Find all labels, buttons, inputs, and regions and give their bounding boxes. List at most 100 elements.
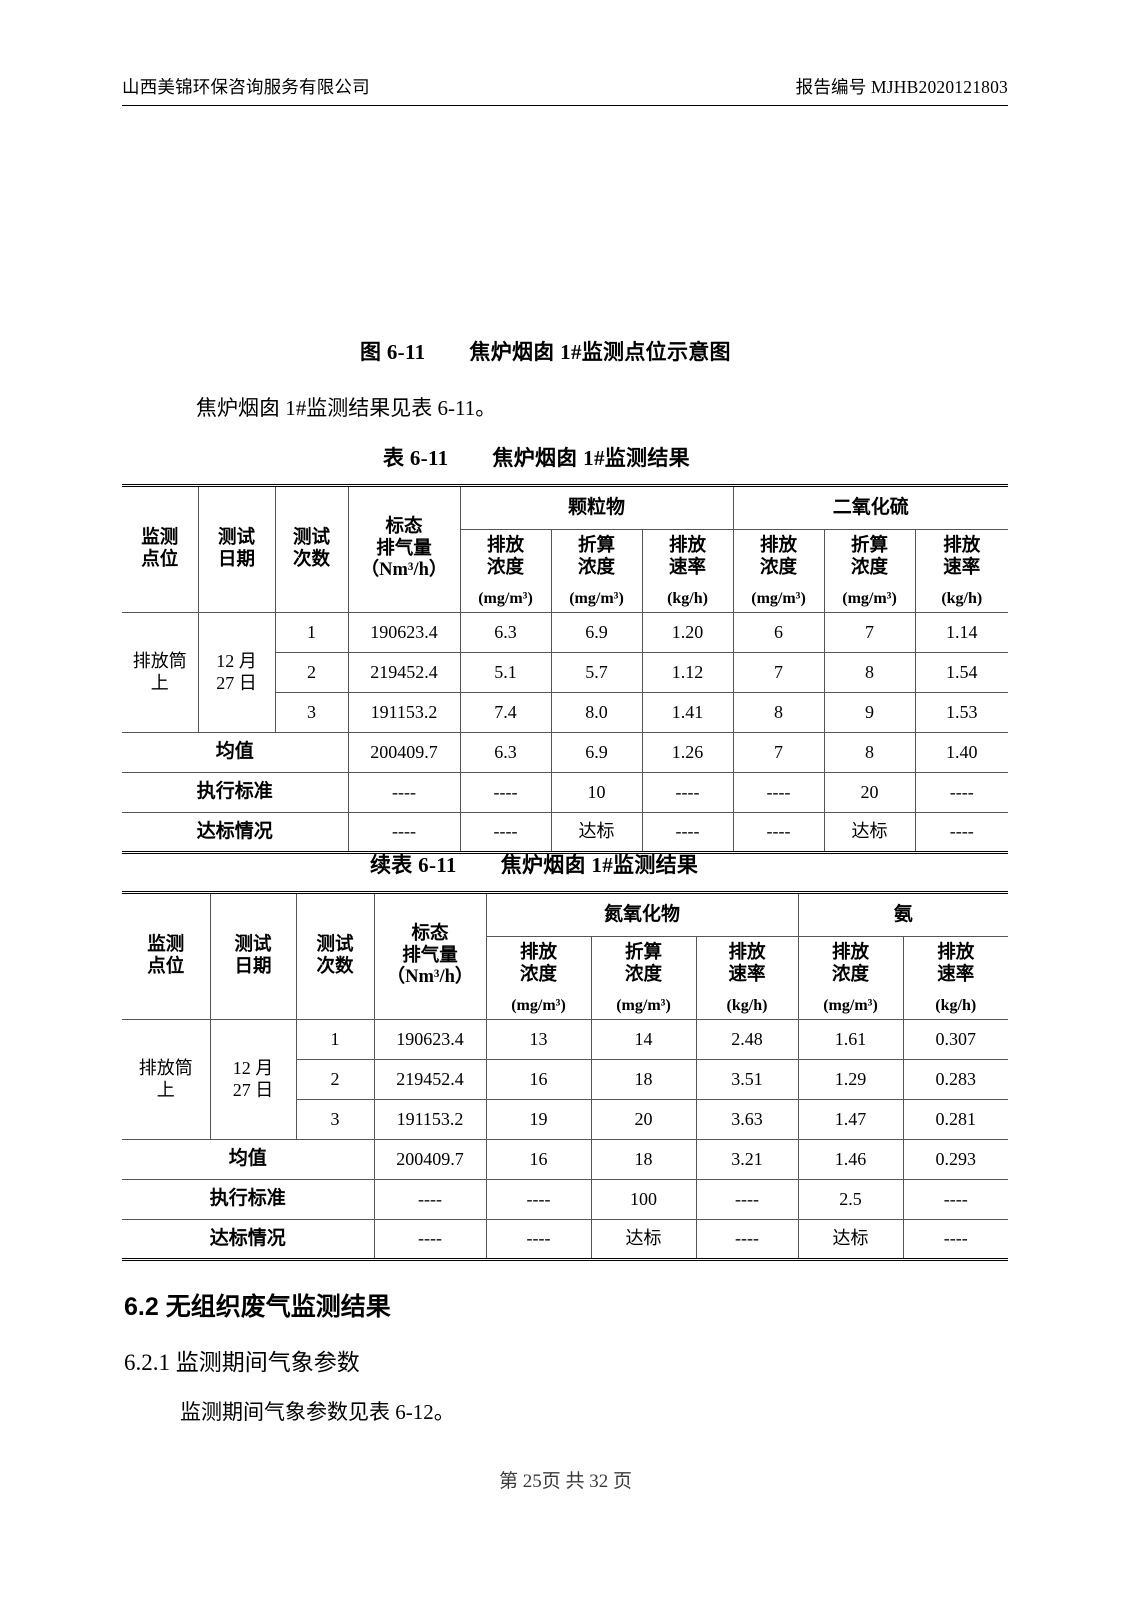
table2-std-a-conc: ---- — [485, 1179, 592, 1220]
table-row: 2 219452.4 5.1 5.7 1.12 7 8 1.54 — [122, 652, 1009, 693]
table2-cell-flow: 191153.2 — [373, 1099, 487, 1140]
table1-label-standard: 执行标准 — [122, 772, 349, 813]
table2-cell-a-rate: 3.63 — [695, 1099, 799, 1140]
table1-mean-a-conc: 6.3 — [459, 732, 552, 773]
table2-cell-run-no: 2 — [296, 1059, 375, 1100]
table1-cell-b-conc: 6 — [732, 612, 825, 653]
table2-cmp-flow: ---- — [373, 1219, 487, 1261]
table1-cell-a-conc: 5.1 — [459, 652, 552, 693]
table1-mean-a-conv: 6.9 — [550, 732, 643, 773]
table1-cell-b-conv: 7 — [823, 612, 916, 653]
header-divider — [122, 105, 1008, 106]
table1-th-group-particulate: 颗粒物 — [459, 484, 734, 530]
table2-cell-point: 排放筒 上 — [122, 1019, 211, 1140]
header-company-name: 山西美锦环保咨询服务有限公司 — [122, 77, 370, 97]
table1-mean-flow: 200409.7 — [347, 732, 461, 773]
table-jiaolu-chimney-results-1: 监测 点位 测试 日期 测试 次数 标态 排气量 （Nm³/h） 颗粒物 二氧化… — [122, 484, 1009, 854]
table1-th-a-emission-rate: 排放 速率 — [641, 529, 734, 586]
table1-th-b-converted-conc-unit: (mg/m³) — [823, 586, 916, 613]
table2-cell-a-rate: 3.51 — [695, 1059, 799, 1100]
table2-cell-run-no: 1 — [295, 1019, 375, 1060]
intro-paragraph: 焦炉烟囱 1#监测结果见表 6-11。 — [196, 396, 497, 420]
table2-cell-b-rate: 0.283 — [902, 1059, 1009, 1100]
table2-th-b-emission-conc-unit: (mg/m³) — [797, 993, 904, 1020]
table2-cell-a-rate: 2.48 — [695, 1019, 799, 1060]
table1-std-b-rate: ---- — [914, 772, 1009, 813]
table2-std-a-conv: 100 — [590, 1179, 697, 1220]
table1-th-times: 测试 次数 — [274, 484, 349, 613]
table1-th-b-converted-conc: 折算 浓度 — [823, 529, 916, 586]
table2-cell-b-rate: 0.307 — [902, 1019, 1009, 1060]
table2-th-a-converted-conc-unit: (mg/m³) — [590, 993, 697, 1020]
table2-mean-a-conv: 18 — [590, 1139, 697, 1180]
table-row: 排放筒 上 12 月 27 日 1 190623.4 13 14 2.48 1.… — [122, 1019, 1009, 1140]
table2-caption: 续表 6-11 焦炉烟囱 1#监测结果 — [370, 849, 698, 879]
table1-mean-a-rate: 1.26 — [641, 732, 734, 773]
table1-th-date: 测试 日期 — [197, 484, 276, 613]
table2-cell-flow: 190623.4 — [373, 1019, 487, 1060]
table2-th-a-emission-rate-unit: (kg/h) — [695, 993, 799, 1020]
table1-header-row-1: 监测 点位 测试 日期 测试 次数 标态 排气量 （Nm³/h） 颗粒物 二氧化… — [122, 484, 1009, 613]
table1-th-a-converted-conc-unit: (mg/m³) — [550, 586, 643, 613]
table2-cell-a-conc: 19 — [485, 1099, 592, 1140]
table1-mean-b-conv: 8 — [823, 732, 916, 773]
table-jiaolu-chimney-results-2: 监测 点位 测试 日期 测试 次数 标态 排气量 （Nm³/h） 氮氧化物 氨 — [122, 891, 1009, 1261]
table2-cell-b-conc: 1.47 — [797, 1099, 904, 1140]
table1-cell-run-no: 1 — [274, 612, 349, 653]
section-heading-6-2-1: 6.2.1 监测期间气象参数 — [124, 1350, 360, 1375]
table1-th-b-emission-rate: 排放 速率 — [914, 529, 1009, 586]
table1-label-compliance: 达标情况 — [122, 812, 349, 854]
figure-caption-label: 图 6-11 — [360, 340, 426, 364]
table2-label-standard: 执行标准 — [122, 1179, 375, 1220]
table2-cmp-b-conc: 达标 — [797, 1219, 904, 1261]
table1-cell-b-rate: 1.53 — [914, 692, 1009, 733]
table2-cmp-a-conc: ---- — [485, 1219, 592, 1261]
table2-cell-a-conv: 20 — [590, 1099, 697, 1140]
table2-th-a-emission-conc: 排放 浓度 — [486, 936, 592, 993]
table2-standard-row: 执行标准 ---- ---- 100 ---- 2.5 ---- — [122, 1179, 1009, 1220]
table1-cell-point: 排放筒 上 — [122, 612, 199, 733]
table1-cell-b-conc: 7 — [732, 652, 825, 693]
page-number-footer: 第 25页 共 32 页 — [498, 1471, 632, 1492]
table1-compliance-row: 达标情况 ---- ---- 达标 ---- ---- 达标 ---- — [122, 812, 1009, 854]
figure-caption-title: 焦炉烟囱 1#监测点位示意图 — [469, 340, 731, 364]
table2-th-b-emission-rate: 排放 速率 — [902, 936, 1009, 993]
figure-caption: 图 6-11 焦炉烟囱 1#监测点位示意图 — [360, 336, 731, 366]
table1-std-a-conv: 10 — [550, 772, 643, 813]
table1-cell-a-conv: 5.7 — [550, 652, 643, 693]
section-heading-6-2: 6.2 无组织废气监测结果 — [124, 1293, 391, 1321]
table2-cmp-b-rate: ---- — [902, 1219, 1009, 1261]
table2-cell-flow: 219452.4 — [373, 1059, 487, 1100]
table1-caption-title: 焦炉烟囱 1#监测结果 — [492, 446, 690, 470]
table1-th-point: 监测 点位 — [122, 484, 199, 613]
table1-cmp-flow: ---- — [347, 812, 461, 854]
table2-th-a-emission-conc-unit: (mg/m³) — [486, 993, 592, 1020]
table1-cmp-a-conv: 达标 — [550, 812, 643, 854]
header-report-number: 报告编号 MJHB2020121803 — [795, 77, 1008, 97]
table1-cell-b-rate: 1.54 — [914, 652, 1009, 693]
table2-cell-b-conc: 1.61 — [797, 1019, 904, 1060]
table2-th-flow: 标态 排气量 （Nm³/h） — [373, 891, 487, 1020]
table-row: 2 219452.4 16 18 3.51 1.29 0.283 — [122, 1059, 1009, 1100]
table1-std-flow: ---- — [347, 772, 461, 813]
table2-mean-b-conc: 1.46 — [797, 1139, 904, 1180]
table1-std-b-conc: ---- — [732, 772, 825, 813]
table2-cell-b-rate: 0.281 — [902, 1099, 1009, 1140]
table2-th-date: 测试 日期 — [209, 891, 297, 1020]
table1-th-flow: 标态 排气量 （Nm³/h） — [347, 484, 461, 613]
table2-cmp-a-rate: ---- — [695, 1219, 799, 1261]
table1-std-a-rate: ---- — [641, 772, 734, 813]
table2-std-b-conc: 2.5 — [797, 1179, 904, 1220]
table1-cell-flow: 219452.4 — [347, 652, 461, 693]
table1-cmp-b-conc: ---- — [732, 812, 825, 854]
table1-mean-b-conc: 7 — [732, 732, 825, 773]
table1-cell-b-conc: 8 — [732, 692, 825, 733]
table1-label-mean: 均值 — [122, 732, 349, 773]
table2-label-mean: 均值 — [122, 1139, 375, 1180]
table2-caption-title: 焦炉烟囱 1#监测结果 — [500, 853, 699, 877]
table1-th-a-emission-conc-unit: (mg/m³) — [460, 586, 552, 613]
table1-header-row-3: (mg/m³) (mg/m³) (kg/h) (mg/m³) (mg/m³) (… — [122, 586, 1009, 613]
table2-cell-a-conv: 18 — [590, 1059, 697, 1100]
table1-caption: 表 6-11 焦炉烟囱 1#监测结果 — [383, 442, 690, 472]
